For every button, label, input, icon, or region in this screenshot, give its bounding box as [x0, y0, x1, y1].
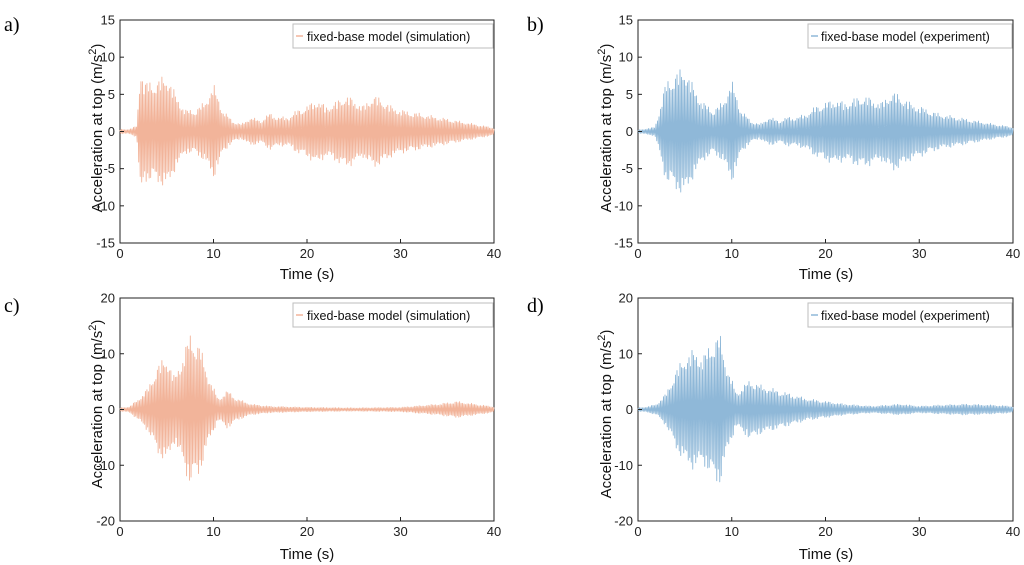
y-tick-label: 10: [619, 346, 633, 361]
x-axis-label: Time (s): [280, 266, 334, 283]
y-tick-label: -10: [96, 458, 115, 473]
x-tick-label: 40: [487, 246, 501, 261]
x-tick-label: 10: [206, 524, 220, 539]
panel-d: d) Acceleration at top (m/s2) Time (s) f…: [527, 291, 1020, 564]
x-tick-label: 0: [634, 524, 641, 539]
x-tick-label: 20: [818, 246, 832, 261]
x-tick-label: 0: [116, 524, 123, 539]
panel-letter: c): [4, 295, 20, 317]
y-tick-label: 10: [101, 346, 115, 361]
x-tick-label: 10: [725, 524, 739, 539]
y-axis-label-text: Acceleration at top (m/s: [89, 55, 106, 213]
series-line: [637, 335, 1014, 483]
y-tick-label: 5: [108, 87, 115, 102]
panel-letter: d): [527, 295, 544, 317]
series-line: [119, 76, 495, 186]
x-tick-label: 30: [393, 246, 407, 261]
y-axis-label: Acceleration at top (m/s2): [596, 44, 615, 213]
panel-b: b) Acceleration at top (m/s2) Time (s) f…: [527, 13, 1020, 284]
x-tick-label: 30: [912, 524, 926, 539]
x-tick-label: 10: [206, 246, 220, 261]
legend-label: fixed-base model (experiment): [821, 309, 990, 323]
y-tick-label: 15: [101, 13, 115, 28]
y-tick-label: -15: [96, 236, 115, 251]
y-tick-label: 0: [626, 124, 633, 139]
y-tick-label: 15: [619, 13, 633, 28]
y-tick-label: 10: [619, 50, 633, 65]
y-tick-label: 10: [101, 50, 115, 65]
legend-label: fixed-base model (simulation): [307, 30, 470, 44]
y-tick-label: -20: [614, 514, 633, 529]
x-tick-label: 0: [634, 246, 641, 261]
y-tick-label: 0: [108, 402, 115, 417]
y-tick-label: -10: [614, 458, 633, 473]
y-tick-label: 20: [101, 291, 115, 306]
y-tick-label: -5: [103, 161, 115, 176]
legend-box: [807, 302, 1013, 328]
y-tick-label: -10: [614, 198, 633, 213]
panel-a: a) Acceleration at top (m/s2) Time (s) f…: [4, 13, 501, 284]
y-tick-label: -5: [621, 161, 633, 176]
x-tick-label: 20: [818, 524, 832, 539]
y-tick-label: 0: [626, 402, 633, 417]
panel-letter: a): [4, 14, 20, 36]
legend-label: fixed-base model (experiment): [821, 30, 990, 44]
x-axis-label: Time (s): [280, 546, 334, 563]
y-axis-label-text: Acceleration at top (m/s: [598, 341, 615, 499]
legend-box: [807, 23, 1013, 49]
legend-box: [292, 23, 494, 49]
x-axis-label: Time (s): [799, 546, 853, 563]
y-tick-label: 5: [626, 87, 633, 102]
legend-label: fixed-base model (simulation): [307, 309, 470, 323]
y-tick-label: 0: [108, 124, 115, 139]
y-tick-label: -15: [614, 236, 633, 251]
panel-letter: b): [527, 14, 544, 36]
y-axis-label: Acceleration at top (m/s2): [87, 44, 106, 213]
x-tick-label: 0: [116, 246, 123, 261]
series-line: [637, 69, 1014, 193]
x-tick-label: 20: [300, 524, 314, 539]
y-axis-label-text: Acceleration at top (m/s: [89, 331, 106, 489]
x-axis-label: Time (s): [799, 266, 853, 283]
y-tick-label: -20: [96, 514, 115, 529]
legend-box: [292, 302, 494, 328]
x-tick-label: 40: [487, 524, 501, 539]
y-tick-label: 20: [619, 291, 633, 306]
x-tick-label: 10: [725, 246, 739, 261]
x-tick-label: 30: [912, 246, 926, 261]
x-tick-label: 30: [393, 524, 407, 539]
y-axis-label: Acceleration at top (m/s2): [596, 330, 615, 499]
y-tick-label: -10: [96, 198, 115, 213]
x-tick-label: 40: [1006, 524, 1020, 539]
x-tick-label: 20: [300, 246, 314, 261]
y-axis-label: Acceleration at top (m/s2): [87, 320, 106, 489]
x-tick-label: 40: [1006, 246, 1020, 261]
series-line: [119, 335, 495, 481]
panel-c: c) Acceleration at top (m/s2) Time (s) f…: [4, 291, 501, 564]
y-axis-label-text: Acceleration at top (m/s: [598, 55, 615, 213]
